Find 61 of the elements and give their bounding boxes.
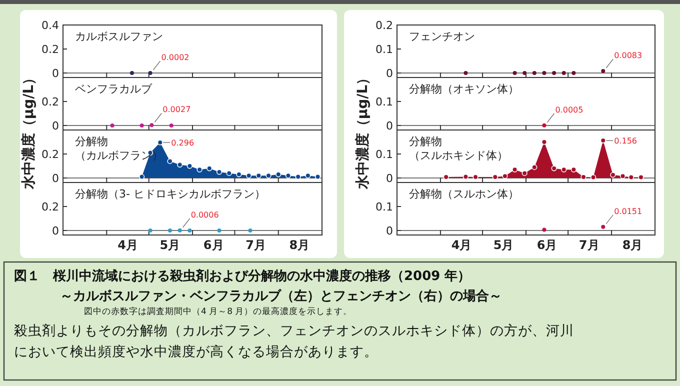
y-tick-label: 0.1	[376, 96, 393, 108]
text: 図中の赤数字は調査期間中（4 月～8 月）の最高濃度を示します。	[84, 306, 352, 317]
x-tick-label: 7月	[578, 238, 600, 252]
data-label: 0.156	[614, 136, 638, 146]
y-tick-label: 0	[386, 120, 393, 132]
text: 分解物（オキソン体）	[409, 82, 519, 96]
y-tick-label: 0.2	[42, 148, 59, 161]
point	[167, 158, 173, 164]
point	[236, 172, 242, 178]
text: ベンフラカルブ	[75, 82, 153, 96]
text: 分解物（3- ヒドロキシカルボフラン）	[75, 188, 266, 200]
y-tick-label: 0.1	[376, 148, 393, 161]
data-label: 0.0002	[161, 52, 190, 62]
x-tick-label: 6月	[536, 238, 558, 252]
y-tick-label: 0.1	[376, 200, 393, 214]
x-tick-label: 5月	[493, 238, 514, 252]
y-tick-label: 0.1	[376, 43, 393, 56]
y-tick-label: 0.2	[376, 19, 393, 32]
point	[551, 166, 557, 172]
y-axis-title: 水中濃度（μg/L）	[354, 70, 371, 190]
y-tick-label: 0.2	[42, 43, 59, 56]
data-label: 0.0083	[614, 51, 642, 60]
text: 分解物（スルホン体）	[409, 188, 519, 200]
y-tick-label: 0	[52, 172, 59, 185]
text: 図１ 桜川中流域における殺虫剤および分解物の水中濃度の推移（2009 年）	[14, 268, 471, 284]
data-label: 0.296	[171, 138, 194, 148]
point	[206, 166, 212, 172]
y-tick-label: 0	[386, 224, 393, 238]
text: ～カルボスルファン・ベンフラカルブ（左）とフェンチオン（右）の場合～	[60, 288, 502, 304]
y-tick-label: 0.2	[42, 96, 59, 108]
y-tick-label: 0.2	[42, 200, 59, 214]
point	[276, 172, 282, 178]
x-tick-label: 4月	[451, 238, 472, 252]
y-tick-label: 0	[52, 67, 59, 80]
x-tick-label: 6月	[203, 238, 224, 252]
point	[522, 170, 528, 176]
y-tick-label: 0	[386, 172, 393, 185]
y-tick-label: 0	[52, 224, 59, 238]
x-tick-label: 8月	[289, 238, 310, 252]
text: フェンチオン	[409, 30, 475, 43]
y-tick-label: 0.4	[42, 19, 59, 32]
data-label: 0.0151	[614, 206, 642, 216]
y-tick-label: 0	[386, 67, 393, 80]
text: カルボスルファン	[75, 30, 163, 43]
point	[226, 170, 232, 176]
x-tick-label: 5月	[160, 238, 180, 252]
x-tick-label: 8月	[622, 238, 643, 252]
text: において検出頻度や水中濃度が高くなる場合があります。	[14, 344, 378, 360]
y-axis-title: 水中濃度（μg/L）	[20, 70, 37, 190]
x-tick-label: 7月	[246, 238, 266, 252]
text: 分解物（スルホキシド体）	[409, 135, 508, 162]
text: 分解物（カルボフラン）	[75, 135, 163, 162]
y-tick-label: 0	[52, 120, 59, 132]
data-label: 0.0005	[555, 105, 584, 114]
point	[532, 164, 538, 170]
text: 殺虫剤よりもその分解物（カルボフラン、フェンチオンのスルホキシド体）の方が、河川	[14, 323, 574, 339]
x-tick-label: 4月	[118, 238, 138, 252]
point	[610, 172, 616, 178]
data-label: 0.0027	[162, 105, 191, 114]
point	[177, 162, 183, 168]
data-label: 0.0006	[190, 210, 219, 220]
